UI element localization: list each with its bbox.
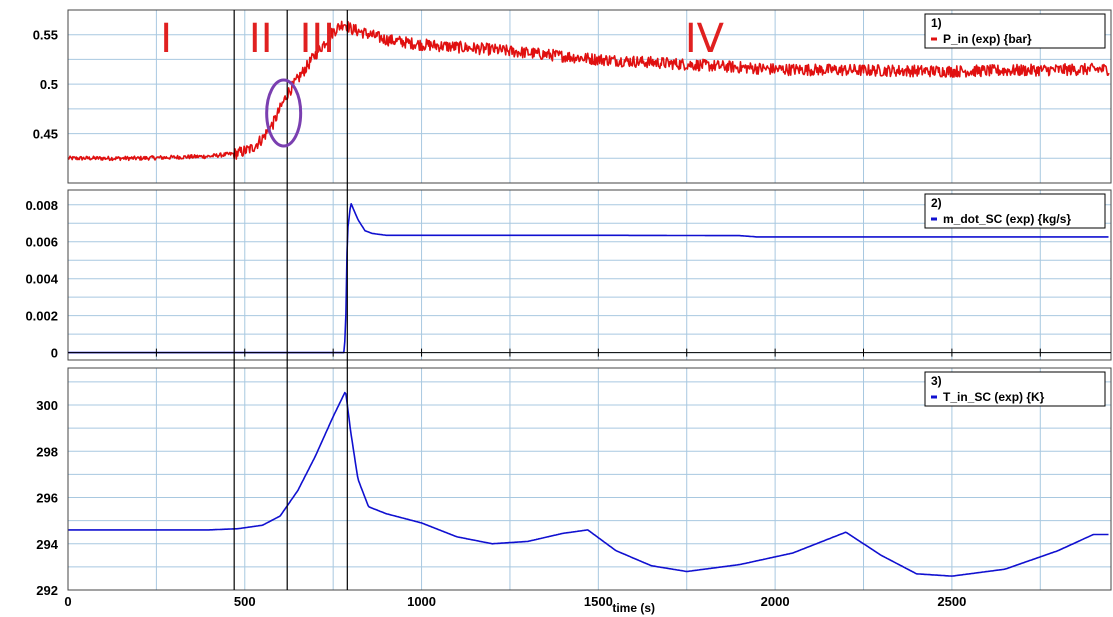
y-tick-label: 0.006: [25, 235, 58, 250]
x-tick-label: 0: [64, 594, 71, 609]
x-tick-label: 500: [234, 594, 256, 609]
x-tick-label: 2500: [937, 594, 966, 609]
phase-label: I: [160, 16, 172, 62]
y-tick-label: 0.5: [40, 77, 58, 92]
phase-label: IV: [685, 16, 725, 62]
legend-entry: T_in_SC (exp) {K}: [943, 390, 1045, 404]
y-tick-label: 0.55: [33, 28, 58, 43]
y-tick-label: 0.004: [25, 272, 58, 287]
text-layer: 0.45 0.5 0.55 1)P_in (exp) {bar} 0 0.002 0.004…: [25, 13, 1106, 615]
y-tick-label: 292: [36, 583, 58, 598]
axis-layer: [67, 9, 1112, 591]
grid-layer: [68, 10, 1111, 590]
series-line: [68, 391, 1109, 577]
y-tick-label: 0.008: [25, 198, 58, 213]
x-tick-label: 2000: [761, 594, 790, 609]
panel-frame: [67, 367, 1112, 591]
y-tick-label: 294: [36, 537, 58, 552]
legend-box: [924, 193, 1106, 229]
y-tick-label: 0.002: [25, 309, 58, 324]
legend-panel-number: 3): [931, 374, 942, 388]
legend-entry: P_in (exp) {bar}: [943, 32, 1032, 46]
panel-frame: [67, 189, 1112, 361]
y-tick-label: 0: [51, 346, 58, 361]
y-tick-label: 298: [36, 444, 58, 459]
y-tick-label: 296: [36, 491, 58, 506]
legend-entry: m_dot_SC (exp) {kg/s}: [943, 212, 1071, 226]
legend-box: [924, 371, 1106, 407]
y-tick-label: 0.45: [33, 127, 58, 142]
plot-layer: [67, 20, 1110, 577]
x-axis-label: time (s): [612, 601, 655, 615]
panel-frame: [67, 9, 1112, 184]
annotation-ellipse: [265, 78, 303, 148]
legend-panel-number: 2): [931, 196, 942, 210]
series-line: [67, 20, 1110, 162]
x-tick-label: 1500: [584, 594, 613, 609]
legend-panel-number: 1): [931, 16, 942, 30]
y-tick-label: 300: [36, 398, 58, 413]
phase-label: II: [249, 16, 273, 62]
x-tick-label: 1000: [407, 594, 436, 609]
phase-label: III: [300, 16, 335, 62]
legend-box: [924, 13, 1106, 49]
